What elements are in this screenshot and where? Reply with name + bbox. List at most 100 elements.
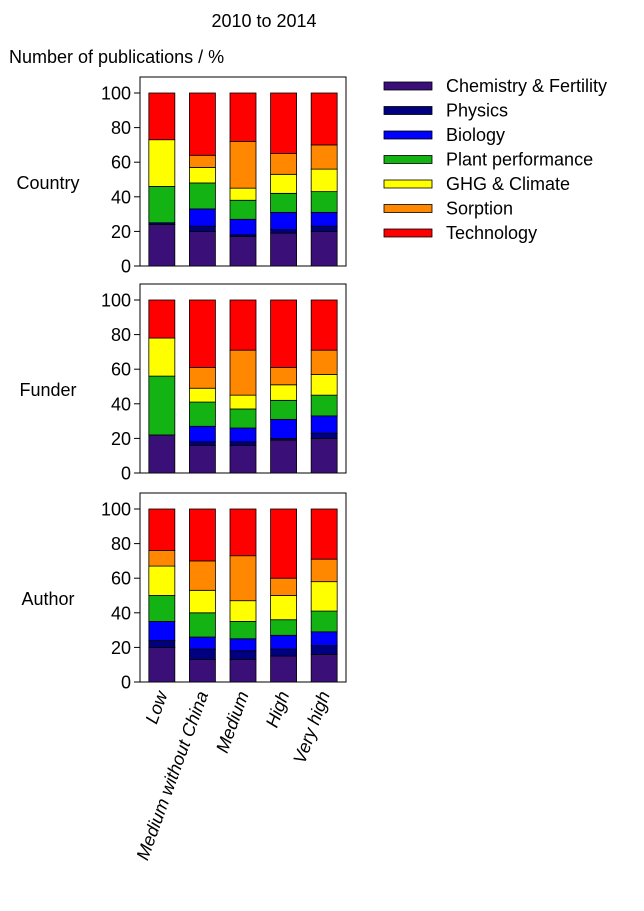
bar-segment (229, 187, 257, 201)
bar-segment (229, 508, 257, 557)
y-tick-label: 0 (121, 673, 131, 693)
bar-segment (229, 650, 257, 660)
bar-segment (229, 199, 257, 220)
legend: Chemistry & Fertility Physics Biology Plant… (383, 76, 607, 243)
bar-segment (148, 224, 176, 267)
bar-segment (270, 92, 297, 154)
legend-label: Technology (446, 223, 537, 243)
bar-segment (270, 595, 297, 621)
bar-segment (310, 191, 338, 213)
bar-segment (310, 645, 338, 655)
legend-label: Plant performance (446, 150, 593, 170)
x-tick-label: Very high (289, 689, 334, 767)
chart-title: 2010 to 2014 (211, 11, 316, 31)
bar-segment (270, 192, 297, 213)
bar-segment (148, 337, 176, 377)
y-tick-label: 40 (111, 187, 131, 207)
bar-segment (270, 211, 297, 231)
bar-segment (229, 141, 257, 189)
y-tick-label: 40 (111, 394, 131, 414)
bar-segment (148, 640, 176, 648)
bar-segment (229, 299, 257, 351)
bar-segment (189, 166, 216, 184)
legend-swatch (383, 179, 433, 189)
bar-segment (310, 432, 338, 439)
bar-segment (189, 648, 216, 660)
bar-segment (310, 610, 338, 633)
bar-segment (148, 647, 176, 683)
legend-label: Physics (446, 101, 508, 121)
legend-swatch (383, 228, 433, 238)
legend-swatch (383, 106, 433, 115)
bar-segment (310, 653, 338, 683)
bar-segment (189, 444, 216, 474)
bar-segment (310, 631, 338, 647)
bar-segment (310, 168, 338, 193)
bar-segment (148, 92, 176, 141)
bar-segment (270, 299, 297, 368)
legend-swatch (383, 155, 433, 164)
bar-segment (229, 349, 257, 396)
bar-segment (229, 408, 257, 429)
y-tick-label: 60 (111, 569, 131, 589)
y-tick-label: 80 (111, 534, 131, 554)
y-tick-label: 40 (111, 603, 131, 623)
bar-segment (229, 621, 257, 640)
bar-segment (229, 555, 257, 602)
bar-segment (189, 636, 216, 650)
bar-segment (270, 367, 297, 386)
x-tick-label: Medium (212, 689, 253, 756)
bar-segment (189, 612, 216, 638)
bar-segment (229, 659, 257, 683)
y-tick-label: 20 (111, 429, 131, 449)
bar-segment (148, 550, 176, 567)
bar-segment (310, 92, 338, 146)
bar-segment (189, 367, 216, 389)
bar-segment (270, 229, 297, 234)
x-tick-label: High (262, 689, 293, 731)
bar-segment (189, 508, 216, 562)
bar-segment (189, 225, 216, 232)
bar-segment (310, 508, 338, 560)
bar-segment (229, 236, 257, 267)
y-tick-label: 100 (101, 500, 131, 520)
bar-segment (229, 444, 257, 474)
bar-segment (310, 230, 338, 267)
bar-segment (270, 508, 297, 579)
legend-label: Sorption (446, 199, 513, 219)
bar-segment (189, 154, 216, 168)
legend-swatch (383, 81, 433, 91)
y-tick-label: 60 (111, 153, 131, 173)
bar-segment (310, 437, 338, 474)
bar-segment (270, 577, 297, 596)
bar-segment (148, 595, 176, 622)
bar-segment (270, 418, 297, 439)
bar-segment (229, 638, 257, 652)
bar-segment (270, 399, 297, 420)
y-tick-label: 20 (111, 638, 131, 658)
bar-segment (189, 230, 216, 267)
bar-segment (189, 425, 216, 443)
x-tick-label: Low (142, 688, 172, 727)
bar-segment (229, 92, 257, 142)
legend-label: Chemistry & Fertility (446, 76, 607, 96)
bar-segment (229, 427, 257, 443)
bar-segment (229, 441, 257, 446)
bar-segment (310, 581, 338, 612)
bar-segment (189, 401, 216, 427)
bar-segment (310, 211, 338, 227)
bar-segment (189, 299, 216, 368)
bar-segment (229, 394, 257, 410)
legend-swatch (383, 130, 433, 140)
bar-segment (189, 441, 216, 446)
y-tick-label: 60 (111, 360, 131, 380)
bar-segment (189, 560, 216, 591)
bar-segment (270, 173, 297, 194)
bar-segment (270, 153, 297, 175)
bar-segment (189, 182, 216, 210)
bar-segment (148, 139, 176, 187)
bar-segment (270, 648, 297, 657)
bar-segment (148, 565, 176, 596)
